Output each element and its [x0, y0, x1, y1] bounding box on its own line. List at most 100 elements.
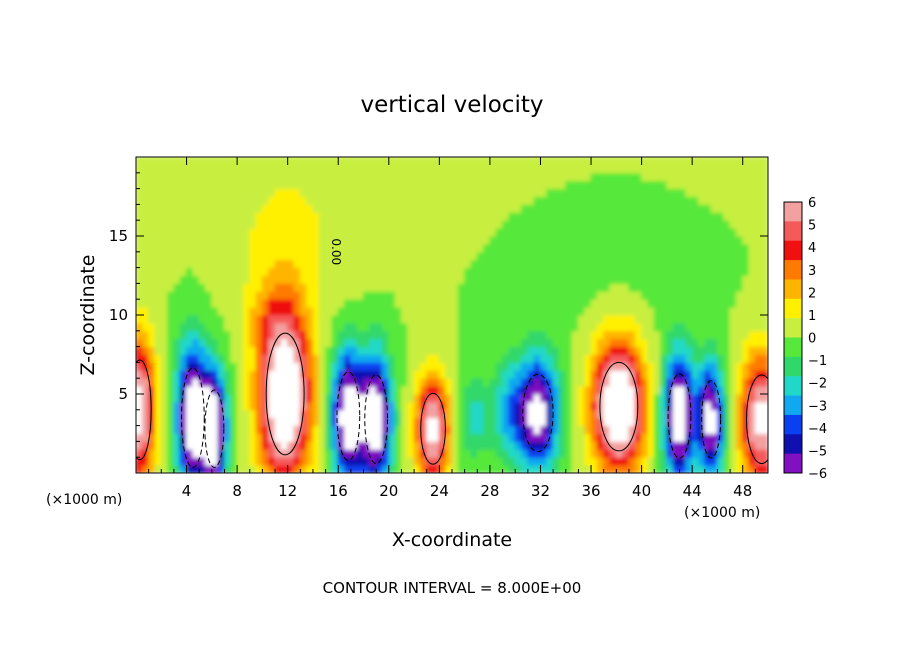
heatmap-cell	[179, 346, 188, 355]
heatmap-cell	[261, 464, 270, 473]
heatmap-cell	[704, 417, 712, 427]
heatmap-cell	[287, 425, 295, 434]
heatmap-cell	[375, 385, 383, 395]
heatmap-cell	[445, 433, 453, 442]
heatmap-cell	[546, 164, 554, 174]
heatmap-cell	[148, 417, 156, 427]
heatmap-cell	[432, 282, 440, 292]
heatmap-cell	[337, 306, 346, 316]
heatmap-cell	[192, 393, 200, 403]
heatmap-cell	[205, 361, 213, 371]
heatmap-cell	[192, 157, 200, 166]
heatmap-cell	[375, 282, 383, 292]
heatmap-cell	[672, 377, 681, 387]
heatmap-cell	[344, 425, 352, 434]
heatmap-cell	[325, 290, 333, 300]
heatmap-cell	[400, 172, 409, 182]
heatmap-cell	[546, 211, 554, 221]
heatmap-cell	[748, 330, 756, 340]
heatmap-cell	[388, 157, 396, 166]
heatmap-cell	[179, 401, 188, 411]
heatmap-cell	[419, 464, 428, 473]
heatmap-cell	[344, 354, 352, 363]
heatmap-cell	[141, 267, 150, 276]
heatmap-cell	[173, 164, 181, 174]
heatmap-cell	[672, 259, 681, 269]
heatmap-cell	[622, 203, 630, 213]
heatmap-cell	[697, 440, 706, 450]
heatmap-cell	[413, 401, 421, 411]
heatmap-cell	[754, 306, 763, 316]
heatmap-cell	[154, 361, 162, 371]
heatmap-cell	[350, 322, 358, 332]
heatmap-cell	[754, 456, 763, 466]
heatmap-cell	[723, 180, 731, 190]
heatmap-cell	[223, 346, 232, 355]
heatmap-cell	[691, 282, 699, 292]
heatmap-cell	[173, 409, 181, 419]
heatmap-cell	[748, 172, 756, 182]
heatmap-cell	[502, 409, 510, 419]
heatmap-cell	[558, 275, 567, 284]
heatmap-cell	[438, 235, 447, 245]
heatmap-cell	[312, 377, 320, 387]
heatmap-cell	[160, 219, 169, 229]
zero-contour-label: 0.00	[329, 238, 343, 265]
heatmap-cell	[716, 401, 725, 411]
heatmap-cell	[192, 425, 200, 434]
heatmap-cell	[312, 346, 320, 355]
heatmap-cell	[533, 409, 541, 419]
heatmap-cell	[186, 385, 194, 395]
heatmap-cell	[615, 322, 624, 332]
heatmap-cell	[672, 180, 681, 190]
heatmap-cell	[217, 227, 225, 237]
heatmap-cell	[489, 456, 497, 466]
heatmap-cell	[141, 346, 150, 355]
heatmap-cell	[280, 211, 289, 221]
heatmap-cell	[136, 267, 143, 276]
heatmap-cell	[628, 456, 636, 466]
heatmap-cell	[489, 322, 497, 332]
heatmap-cell	[603, 290, 611, 300]
heatmap-cell	[179, 251, 188, 261]
heatmap-cell	[489, 164, 497, 174]
heatmap-cell	[186, 464, 194, 473]
heatmap-cell	[325, 211, 333, 221]
heatmap-cell	[742, 275, 750, 284]
heatmap-cell	[558, 401, 567, 411]
heatmap-cell	[628, 401, 636, 411]
heatmap-cell	[723, 338, 731, 348]
heatmap-cell	[735, 464, 744, 473]
heatmap-cell	[369, 180, 377, 190]
heatmap-cell	[634, 369, 643, 379]
heatmap-cell	[287, 433, 295, 442]
heatmap-cell	[710, 377, 718, 387]
heatmap-cell	[546, 361, 554, 371]
heatmap-cell	[464, 338, 472, 348]
contour-lines: 0.00	[136, 238, 768, 468]
heatmap-cell	[325, 203, 333, 213]
heatmap-cell	[230, 314, 238, 324]
heatmap-cell	[419, 203, 428, 213]
heatmap-cell	[533, 172, 541, 182]
heatmap-cell	[533, 393, 541, 403]
heatmap-cell	[369, 188, 377, 197]
heatmap-cell	[426, 346, 434, 355]
heatmap-cell	[464, 227, 472, 237]
heatmap-cell	[179, 227, 188, 237]
heatmap-cell	[691, 385, 699, 395]
heatmap-cell	[426, 409, 434, 419]
heatmap-cell	[685, 211, 693, 221]
heatmap-cell	[710, 235, 718, 245]
heatmap-cell	[160, 306, 169, 316]
heatmap-cell	[299, 227, 308, 237]
heatmap-cell	[565, 464, 573, 473]
heatmap-cell	[596, 306, 605, 316]
heatmap-cell	[590, 440, 598, 450]
heatmap-cell	[242, 290, 251, 300]
heatmap-cell	[344, 409, 352, 419]
heatmap-cell	[381, 448, 390, 458]
heatmap-cell	[521, 172, 529, 182]
heatmap-cell	[723, 306, 731, 316]
heatmap-cell	[457, 338, 466, 348]
